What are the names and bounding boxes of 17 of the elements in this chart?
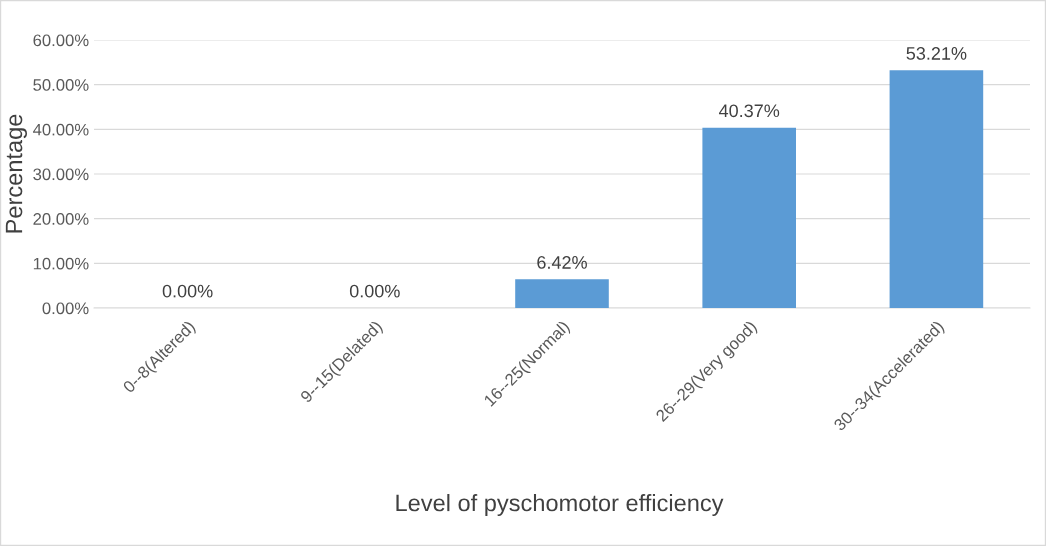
bar bbox=[889, 70, 984, 308]
y-tick-label: 60.00% bbox=[33, 34, 89, 47]
y-tick-label: 10.00% bbox=[33, 257, 89, 270]
y-tick-label: 0.00% bbox=[42, 302, 89, 315]
data-label: 0.00% bbox=[349, 284, 400, 298]
bar bbox=[702, 127, 796, 308]
bar bbox=[515, 279, 609, 308]
y-tick-label: 50.00% bbox=[33, 79, 89, 91]
data-label: 0.00% bbox=[162, 284, 213, 298]
y-tick-label: 20.00% bbox=[33, 213, 89, 225]
data-label: 53.21% bbox=[906, 47, 967, 60]
data-label: 6.42% bbox=[537, 256, 587, 269]
y-tick-label: 40.00% bbox=[33, 123, 89, 136]
data-label: 40.37% bbox=[719, 104, 780, 118]
y-tick-label: 30.00% bbox=[33, 168, 89, 181]
y-axis-title: Percentage bbox=[5, 114, 27, 233]
x-axis-title: Level of pyschomotor efficiency bbox=[396, 493, 724, 517]
